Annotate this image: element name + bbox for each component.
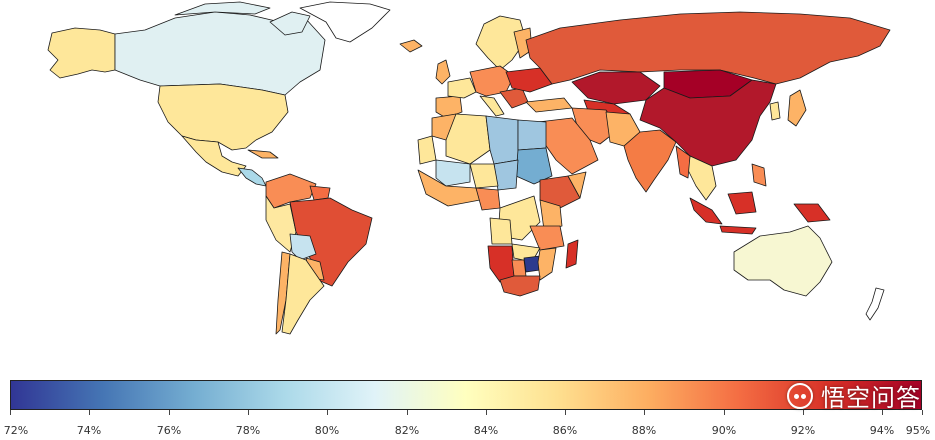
legend-tick [248, 410, 249, 415]
region-ukraine [505, 67, 553, 93]
legend-tick-label: 86% [552, 424, 578, 437]
legend-tick [882, 410, 883, 415]
legend-tick [565, 410, 566, 415]
region-libya [485, 115, 519, 165]
legend-tick-label: 84% [473, 424, 499, 437]
region-bolivia [289, 233, 317, 261]
region-alaska [47, 27, 116, 79]
region-caribbean [247, 149, 279, 159]
region-france [447, 77, 477, 99]
region-baffin [269, 11, 311, 36]
legend-tick-label: 88% [631, 424, 657, 437]
region-arctic-islands [174, 1, 271, 16]
watermark: 悟空问答 [787, 378, 921, 413]
legend-tick-label: 92% [790, 424, 816, 437]
legend-tick [486, 410, 487, 415]
legend-tick [922, 410, 923, 415]
region-borneo [727, 191, 757, 215]
legend-tick [803, 410, 804, 415]
region-sudan [515, 147, 553, 185]
region-uk [435, 59, 451, 85]
legend-tick-label: 76% [156, 424, 182, 437]
legend-tick [327, 410, 328, 415]
legend-tick-label: 82% [394, 424, 420, 437]
region-sumatra [689, 197, 723, 225]
legend-tick-label: 80% [314, 424, 340, 437]
region-zimbabwe [523, 255, 541, 273]
region-usa [157, 83, 289, 151]
legend-tick [724, 410, 725, 415]
region-canada [114, 11, 326, 96]
region-korea [769, 101, 781, 121]
region-new-zealand [865, 287, 885, 321]
legend-tick [644, 410, 645, 415]
region-japan [787, 89, 807, 127]
region-guianas [309, 185, 331, 201]
legend-tick [169, 410, 170, 415]
legend-tick [10, 410, 11, 415]
region-south-africa [499, 275, 541, 297]
legend-tick-label: 78% [235, 424, 261, 437]
region-mexico [181, 135, 247, 177]
region-niger [469, 163, 499, 189]
chat-bubble-icon [787, 382, 813, 409]
region-kazakhstan [571, 71, 661, 105]
legend-tick-label: 95% [905, 424, 931, 437]
region-botswana [511, 259, 527, 277]
region-tanzania [529, 225, 565, 251]
region-nigeria [475, 187, 501, 211]
region-java [719, 225, 757, 235]
region-ethiopia [539, 175, 581, 211]
region-mali [435, 159, 471, 187]
region-horn [567, 171, 587, 199]
region-new-guinea [793, 203, 831, 223]
region-egypt [517, 119, 547, 151]
region-myanmar [675, 145, 691, 179]
legend-color-bar [10, 380, 922, 410]
legend-tick-label: 74% [76, 424, 102, 437]
region-scandinavia [475, 15, 527, 71]
region-namibia [487, 245, 515, 283]
region-turkey [525, 97, 573, 113]
region-kenya [539, 199, 563, 231]
region-philippines [751, 163, 767, 187]
region-australia [733, 225, 833, 297]
legend-tick [89, 410, 90, 415]
legend-tick-label: 94% [869, 424, 895, 437]
legend-tick-label: 90% [711, 424, 737, 437]
region-argentina [281, 253, 325, 335]
region-greenland [299, 1, 391, 43]
region-india [623, 129, 677, 193]
region-angola [489, 217, 513, 245]
region-central-america [237, 167, 267, 187]
world-map [47, 1, 891, 335]
legend-tick-label: 72% [3, 424, 29, 437]
region-iceland [399, 39, 423, 53]
region-russia [525, 11, 891, 85]
region-china [639, 79, 777, 167]
watermark-text: 悟空问答 [821, 384, 921, 412]
region-mozambique [537, 247, 557, 281]
legend-tick [407, 410, 408, 415]
region-madagascar [565, 239, 579, 269]
region-west-sahara [417, 135, 437, 165]
region-italy [479, 95, 505, 117]
